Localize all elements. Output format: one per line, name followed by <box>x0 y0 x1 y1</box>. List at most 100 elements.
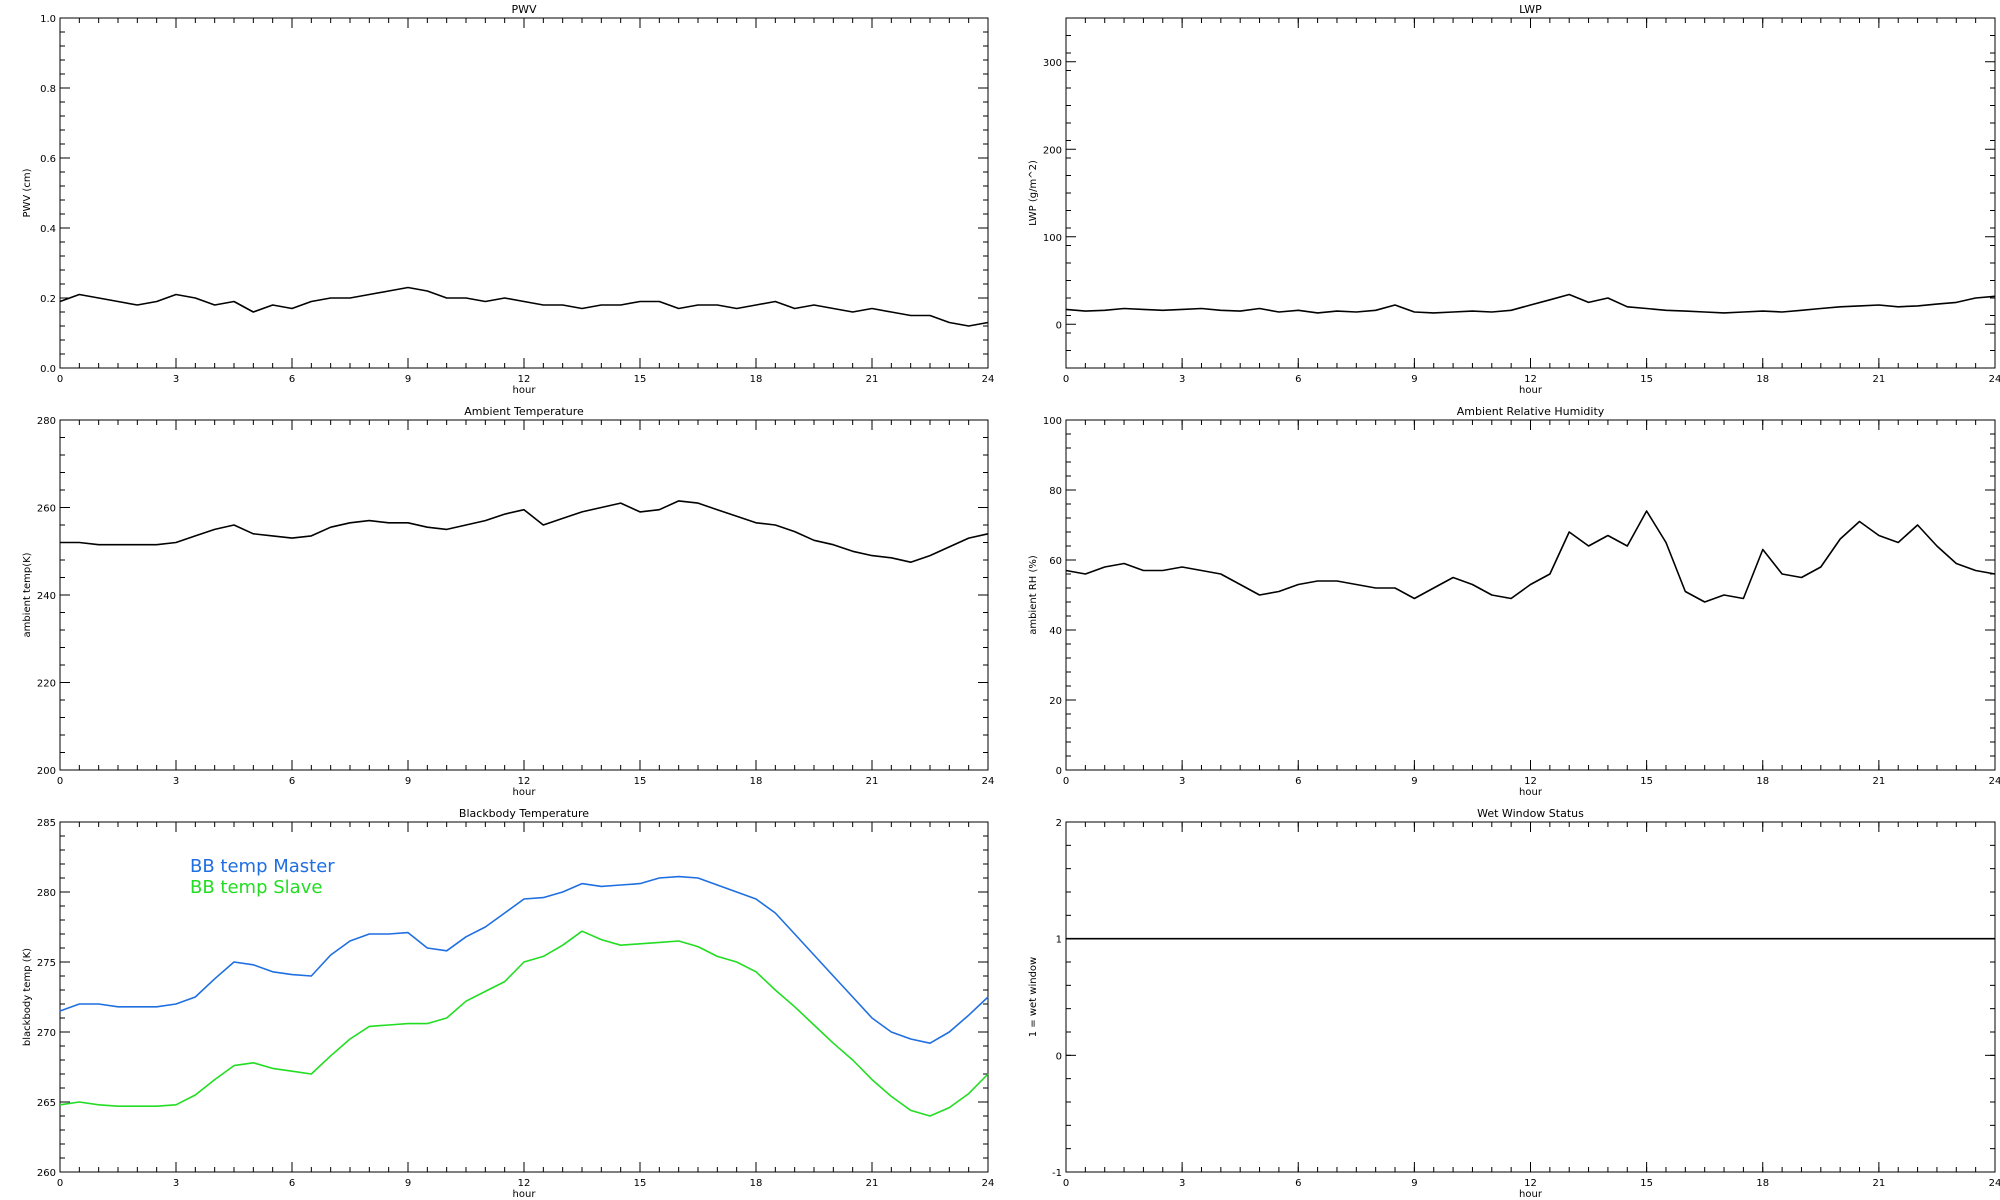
y-tick-label: 0 <box>1056 1051 1062 1062</box>
x-axis-label: hour <box>513 1189 537 1200</box>
plot-frame <box>1065 821 1996 1173</box>
x-axis-label: hour <box>513 385 537 396</box>
y-tick-label: 0 <box>1056 766 1062 777</box>
y-tick-label: 0.2 <box>40 294 56 305</box>
y-axis-label: LWP (g/m^2) <box>1028 160 1039 226</box>
x-tick-label: 0 <box>57 776 63 787</box>
x-tick-label: 6 <box>1295 374 1301 385</box>
y-tick-label: 260 <box>37 1168 56 1179</box>
y-tick-label: 20 <box>1049 696 1062 707</box>
y-tick-label: -1 <box>1052 1168 1062 1179</box>
x-tick-label: 12 <box>518 374 531 385</box>
x-tick-label: 18 <box>1756 1178 1769 1189</box>
x-tick-label: 18 <box>750 1178 763 1189</box>
x-tick-label: 21 <box>1873 1178 1886 1189</box>
x-tick-label: 9 <box>1411 374 1417 385</box>
x-axis-label: hour <box>1519 787 1543 798</box>
y-tick-label: 0 <box>1056 320 1062 331</box>
x-tick-label: 24 <box>1989 1178 2000 1189</box>
y-axis-label: 1 = wet window <box>1028 957 1039 1037</box>
x-tick-label: 3 <box>173 374 179 385</box>
x-tick-label: 12 <box>1524 776 1537 787</box>
y-tick-label: 0.6 <box>40 154 56 165</box>
x-tick-label: 3 <box>1179 1178 1185 1189</box>
x-tick-label: 21 <box>866 776 879 787</box>
y-tick-label: 2 <box>1056 818 1062 829</box>
y-tick-label: 0.0 <box>40 364 56 375</box>
y-axis-label: blackbody temp (K) <box>22 948 33 1046</box>
chart-title: Ambient Relative Humidity <box>1457 405 1605 418</box>
panel-pwv: 0 3 6 9 12 15 18 21 24 0.0 0.2 0.4 0.6 0.8 1.0 PWV hour P… <box>22 3 994 396</box>
x-tick-label: 24 <box>982 776 995 787</box>
series-line-ambient-rh <box>1065 510 1996 603</box>
plot-frame <box>59 419 989 771</box>
y-tick-label: 0.4 <box>40 224 56 235</box>
x-tick-label: 6 <box>1295 776 1301 787</box>
x-tick-label: 21 <box>866 374 879 385</box>
y-tick-label: 280 <box>37 416 56 427</box>
x-tick-label: 0 <box>57 1178 63 1189</box>
x-tick-label: 12 <box>518 1178 531 1189</box>
x-tick-label: 6 <box>289 374 295 385</box>
x-axis-label: hour <box>1519 385 1543 396</box>
y-tick-label: 300 <box>1043 58 1062 69</box>
y-tick-label: 100 <box>1043 233 1062 244</box>
y-tick-label: 0.8 <box>40 84 56 95</box>
x-tick-label: 18 <box>1756 374 1769 385</box>
x-tick-label: 6 <box>1295 1178 1301 1189</box>
x-tick-label: 0 <box>57 374 63 385</box>
x-tick-label: 0 <box>1063 776 1069 787</box>
series-line-pwv <box>59 286 989 327</box>
y-axis-label: ambient temp(K) <box>22 552 33 637</box>
x-tick-label: 12 <box>1524 1178 1537 1189</box>
x-tick-label: 15 <box>1640 776 1653 787</box>
x-tick-label: 0 <box>1063 374 1069 385</box>
panel-lwp: 0 3 6 9 12 15 18 21 24 0 100 200 300 LWP hour LWP (g/m^… <box>1028 3 2000 396</box>
x-tick-label: 21 <box>866 1178 879 1189</box>
x-tick-label: 21 <box>1873 776 1886 787</box>
y-tick-label: 1.0 <box>40 14 56 25</box>
x-tick-label: 18 <box>1756 776 1769 787</box>
x-tick-label: 0 <box>1063 1178 1069 1189</box>
x-tick-label: 15 <box>1640 374 1653 385</box>
plot-frame <box>1065 419 1996 771</box>
x-tick-label: 3 <box>173 776 179 787</box>
x-tick-label: 24 <box>1989 374 2000 385</box>
x-tick-label: 12 <box>1524 374 1537 385</box>
x-tick-label: 15 <box>634 1178 647 1189</box>
x-tick-label: 9 <box>1411 1178 1417 1189</box>
x-tick-label: 24 <box>982 1178 995 1189</box>
y-tick-label: 80 <box>1049 486 1062 497</box>
x-tick-label: 6 <box>289 1178 295 1189</box>
y-tick-label: 280 <box>37 888 56 899</box>
y-tick-label: 270 <box>37 1028 56 1039</box>
panel-ambient-rh: 0 3 6 9 12 15 18 21 24 0 20 40 60 80 100 Ambient Relati… <box>1028 405 2000 798</box>
x-tick-label: 9 <box>405 374 411 385</box>
x-tick-label: 3 <box>1179 374 1185 385</box>
y-tick-label: 40 <box>1049 626 1062 637</box>
x-tick-label: 12 <box>518 776 531 787</box>
x-axis-label: hour <box>1519 1189 1543 1200</box>
y-tick-label: 220 <box>37 679 56 690</box>
y-tick-label: 100 <box>1043 416 1062 427</box>
panel-blackbody-temp: 0 3 6 9 12 15 18 21 24 260 265 270 275 280 285 Blackbod… <box>22 807 994 1200</box>
y-tick-label: 275 <box>37 958 56 969</box>
x-tick-label: 24 <box>982 374 995 385</box>
x-tick-label: 15 <box>634 374 647 385</box>
x-tick-label: 9 <box>405 776 411 787</box>
panel-ambient-temp: 0 3 6 9 12 15 18 21 24 200 220 240 260 280 Ambient Tem… <box>22 405 994 798</box>
x-tick-label: 9 <box>405 1178 411 1189</box>
x-tick-label: 9 <box>1411 776 1417 787</box>
x-tick-label: 24 <box>1989 776 2000 787</box>
series-line-bb-temp-master <box>59 875 989 1044</box>
series-line-ambient-temp <box>60 500 989 564</box>
chart-title: Blackbody Temperature <box>459 807 589 820</box>
chart-title: LWP <box>1519 3 1542 16</box>
y-tick-label: 260 <box>37 504 56 515</box>
x-tick-label: 21 <box>1873 374 1886 385</box>
y-tick-label: 265 <box>37 1098 56 1109</box>
x-tick-label: 18 <box>750 776 763 787</box>
y-axis-label: ambient RH (%) <box>1028 555 1039 635</box>
plot-frame <box>1065 17 1996 369</box>
